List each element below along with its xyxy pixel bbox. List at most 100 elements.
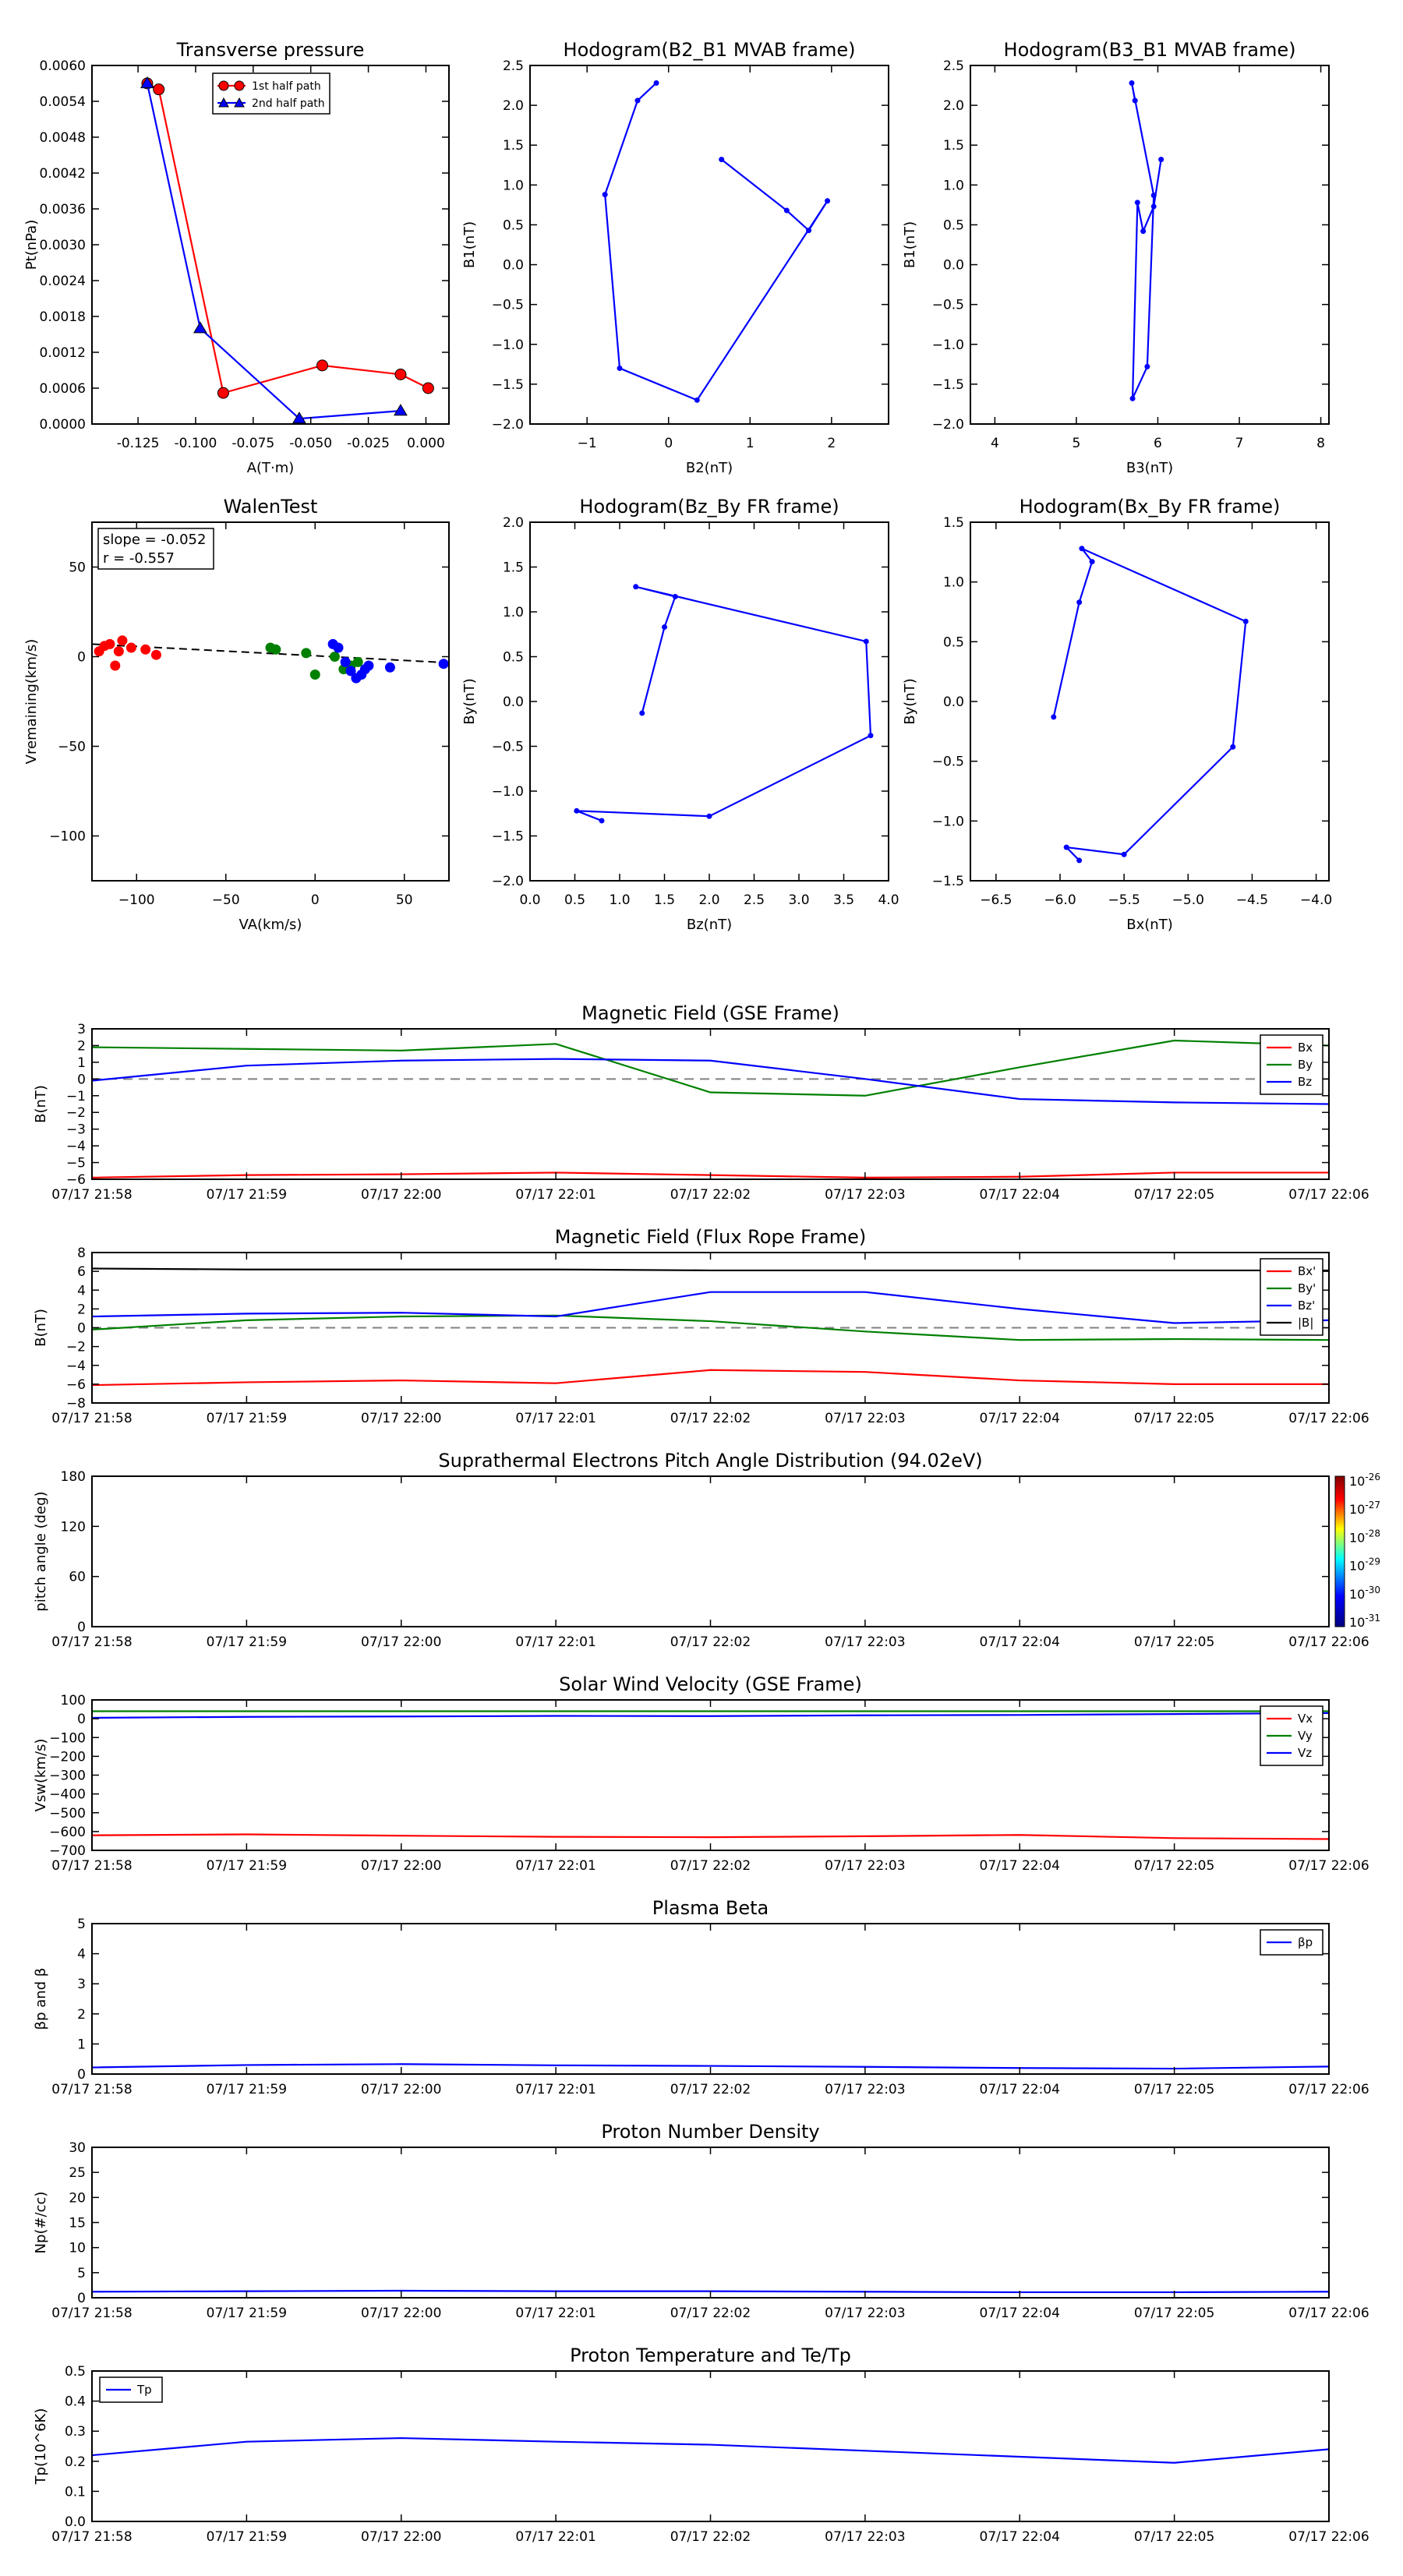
annotation-box: slope = -0.052 r = -0.557 [97, 528, 214, 570]
x-tick-label: 07/17 22:00 [361, 2529, 441, 2545]
y-tick-label: 0.0042 [40, 166, 86, 182]
x-tick-label: 07/17 22:06 [1288, 2082, 1369, 2097]
x-tick-label: 2 [827, 436, 836, 451]
x-tick-label: 07/17 21:58 [51, 1858, 132, 1874]
legend-label: Bz' [1298, 1299, 1315, 1313]
legend-label: Vy [1298, 1729, 1313, 1743]
chart-title: Solar Wind Velocity (GSE Frame) [559, 1673, 862, 1695]
x-tick-label: 1.5 [654, 892, 675, 908]
legend: βp [1260, 1929, 1323, 1956]
y-tick-label: −200 [49, 1749, 86, 1765]
x-tick-label: 1.0 [609, 892, 630, 908]
colorbar-tick-exponent: -26 [1365, 1472, 1380, 1482]
y-tick-label: 0.0 [503, 694, 524, 710]
plot-marks [92, 2436, 1329, 2464]
colorbar-tick-base: 10 [1349, 1474, 1365, 1489]
y-tick-label: 0.0012 [40, 345, 86, 361]
y-tick-label: −100 [49, 829, 86, 845]
x-tick-label: 07/17 22:04 [980, 1858, 1060, 1874]
legend-marker [234, 97, 245, 108]
data-point [1076, 599, 1083, 606]
chart-title: Proton Number Density [601, 2121, 819, 2143]
y-tick-label: 2 [77, 1038, 86, 1054]
panel-hodo1: −1 0 1 2 −2.0 −1.5 −1.0 −0.5 0.0 0.5 1.0 1.5 2.0 2.5 H… [461, 39, 889, 476]
colorbar-bar [1334, 1475, 1345, 1627]
data-point [270, 644, 281, 655]
y-tick-label: −1.5 [932, 377, 964, 393]
y-tick-label: 1.0 [503, 178, 524, 193]
panel-tpr: 07/17 21:58 07/17 21:59 07/17 22:00 07/17 2… [33, 2345, 1369, 2545]
data-point [633, 584, 639, 590]
y-tick-label: 1.0 [503, 605, 524, 620]
data-point [113, 646, 124, 657]
series-line-Bx' [92, 1369, 1329, 1387]
chart-title: Hodogram(B3_B1 MVAB frame) [1004, 39, 1296, 61]
y-tick-label: 60 [69, 1570, 86, 1585]
series-line-βp [92, 2063, 1329, 2070]
data-point [352, 656, 363, 667]
x-tick-label: 07/17 21:58 [51, 2529, 132, 2545]
x-tick-label: -0.125 [117, 436, 160, 451]
series-1 [140, 76, 408, 424]
data-point [125, 642, 136, 653]
x-tick-label: 07/17 22:01 [515, 1411, 595, 1426]
x-tick-label: 07/17 22:06 [1288, 2529, 1369, 2545]
y-axis-label: B(nT) [33, 1085, 49, 1123]
x-tick-label: 8 [1316, 436, 1325, 451]
plot-marks [92, 2063, 1329, 2070]
legend-marker [218, 97, 229, 108]
y-tick-label: −1.0 [932, 337, 964, 353]
y-tick-label: 0.5 [503, 650, 524, 666]
y-tick-label: 180 [61, 1469, 86, 1485]
data-point [292, 412, 306, 424]
chart-title: Magnetic Field (GSE Frame) [581, 1002, 839, 1024]
y-tick-label: 25 [69, 2165, 86, 2181]
x-tick-label: 07/17 22:01 [515, 2529, 595, 2545]
y-tick-label: 120 [61, 1519, 86, 1535]
data-point [602, 192, 608, 198]
series-0 [94, 635, 161, 671]
y-tick-label: −400 [49, 1787, 86, 1803]
annotation-text: r = -0.557 [103, 550, 175, 567]
y-tick-label: −2.0 [492, 874, 524, 889]
x-tick-label: 07/17 22:00 [361, 1411, 441, 1426]
y-tick-label: −1.5 [492, 377, 524, 393]
plot-area [92, 2147, 1329, 2298]
data-point [1230, 744, 1236, 750]
x-tick-label: 07/17 22:00 [361, 2306, 441, 2321]
x-tick-label: 07/17 22:04 [980, 2529, 1060, 2545]
x-tick-label: 07/17 22:04 [980, 1634, 1060, 1650]
x-tick-label: 3.0 [788, 892, 809, 908]
legend: Tp [99, 2376, 163, 2403]
y-tick-label: 1.0 [943, 178, 964, 193]
plot-area [530, 522, 889, 881]
annotation-text: slope = -0.052 [103, 532, 206, 548]
x-tick-label: −6.5 [980, 892, 1012, 908]
colorbar-tick-label: 10-28 [1349, 1528, 1380, 1545]
x-tick-label: 07/17 21:59 [207, 1187, 287, 1203]
y-tick-label: 0 [77, 2291, 86, 2306]
y-tick-label: 100 [61, 1693, 86, 1708]
x-tick-label: 07/17 21:58 [51, 1187, 132, 1203]
y-tick-label: 0.0 [503, 258, 524, 274]
plot-area [92, 1029, 1329, 1179]
x-tick-label: 07/17 21:59 [207, 1634, 287, 1650]
y-tick-label: 0.0 [65, 2514, 86, 2530]
y-tick-label: 0 [77, 650, 86, 666]
x-tick-label: 07/17 22:03 [825, 2082, 905, 2097]
data-point [1079, 546, 1085, 552]
y-axis-label: B(nT) [33, 1309, 49, 1347]
series-0 [1129, 80, 1164, 401]
colorbar-tick-base: 10 [1349, 1502, 1365, 1517]
x-tick-label: 07/17 22:05 [1134, 1187, 1214, 1203]
y-tick-label: 5 [77, 2266, 86, 2281]
chart-title: Transverse pressure [176, 39, 365, 61]
x-tick-label: 07/17 21:58 [51, 1411, 132, 1426]
x-tick-label: −5.5 [1108, 892, 1140, 908]
y-tick-label: 2.0 [503, 98, 524, 114]
y-tick-label: 0.0 [943, 258, 964, 274]
legend-label: By' [1298, 1281, 1316, 1295]
colorbar-tick-base: 10 [1349, 1530, 1365, 1545]
legend-label: Bx' [1298, 1264, 1316, 1278]
data-point [1076, 857, 1083, 864]
